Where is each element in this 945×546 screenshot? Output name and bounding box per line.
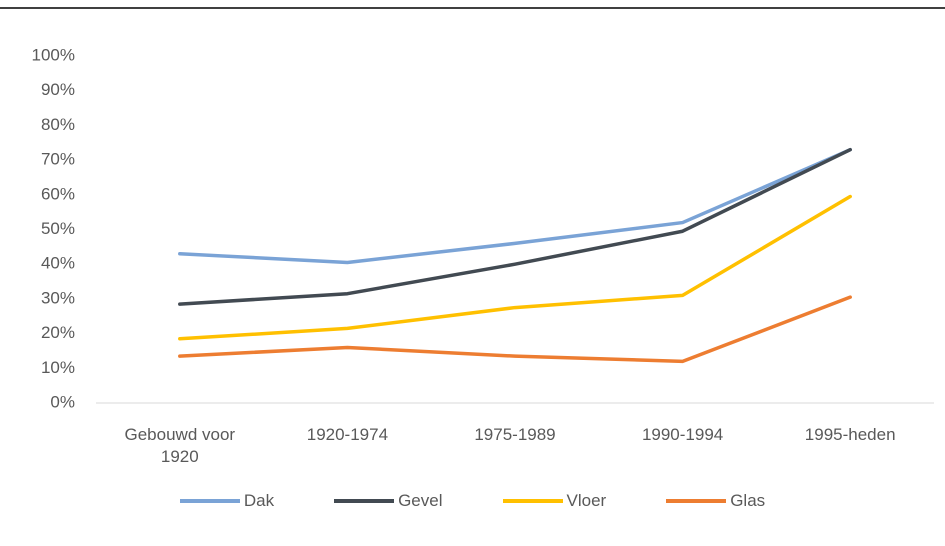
y-tick-label: 70% [41,150,75,169]
y-tick-label: 60% [41,184,75,203]
legend-label: Dak [243,491,275,510]
y-tick-label: 30% [41,288,75,307]
legend-item: Dak [179,491,275,511]
legend-label: Vloer [566,491,607,510]
legend-item: Glas [666,491,765,511]
legend-label: Gevel [398,491,443,510]
legend-swatch [179,499,240,503]
legend-swatch [502,499,563,503]
y-tick-label: 10% [41,358,75,377]
legend-swatch [666,499,727,503]
y-tick-label: 50% [41,219,75,238]
legend-label: Glas [730,491,766,510]
series-line [178,147,852,265]
y-tick-label: 40% [41,254,75,273]
legend-swatch [334,499,395,503]
y-tick-label: 20% [41,323,75,342]
y-tick-label: 0% [50,392,75,411]
x-tick-label: 1995-heden [804,425,896,444]
series-line [178,194,852,341]
legend: Dak Gevel Vloer Glas [0,491,945,511]
x-tick-label: 1975-1989 [474,425,556,444]
x-tick-label: 1990-1994 [641,425,724,444]
y-tick-label: 100% [32,45,75,64]
legend-item: Vloer [502,491,607,511]
series-line [178,147,852,306]
y-tick-label: 80% [41,115,75,134]
x-tick-label: 1920-1974 [306,425,389,444]
legend-item: Gevel [334,491,443,511]
y-tick-label: 90% [41,80,75,99]
x-tick-label: Gebouwd voor 1920 [124,425,236,466]
series-line [178,295,852,364]
